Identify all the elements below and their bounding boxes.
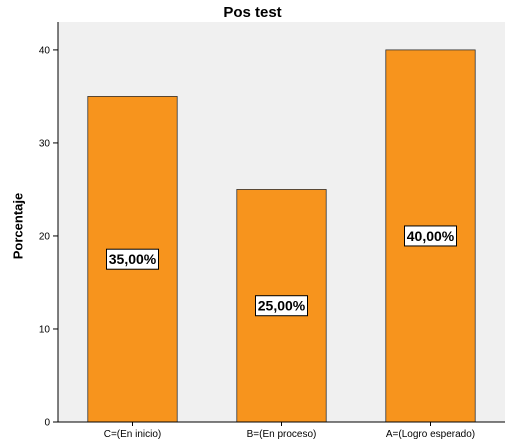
data-label: 35,00% <box>109 251 157 267</box>
y-tick-label: 10 <box>39 324 51 335</box>
data-label-box <box>404 225 457 247</box>
y-tick-label: 30 <box>39 138 51 149</box>
data-label-box <box>255 295 308 317</box>
data-label-box <box>106 248 159 270</box>
y-tick-label: 0 <box>44 418 50 429</box>
y-tick-label: 40 <box>39 45 51 56</box>
x-tick-label: C=(En inicio) <box>104 429 162 440</box>
y-tick-label: 20 <box>39 231 51 242</box>
x-tick-label: A=(Logro esperado) <box>386 429 475 440</box>
x-tick-label: B=(En proceso) <box>247 429 317 440</box>
chart-title: Pos test <box>223 4 282 21</box>
data-label: 25,00% <box>258 298 306 314</box>
data-label: 40,00% <box>407 228 455 244</box>
